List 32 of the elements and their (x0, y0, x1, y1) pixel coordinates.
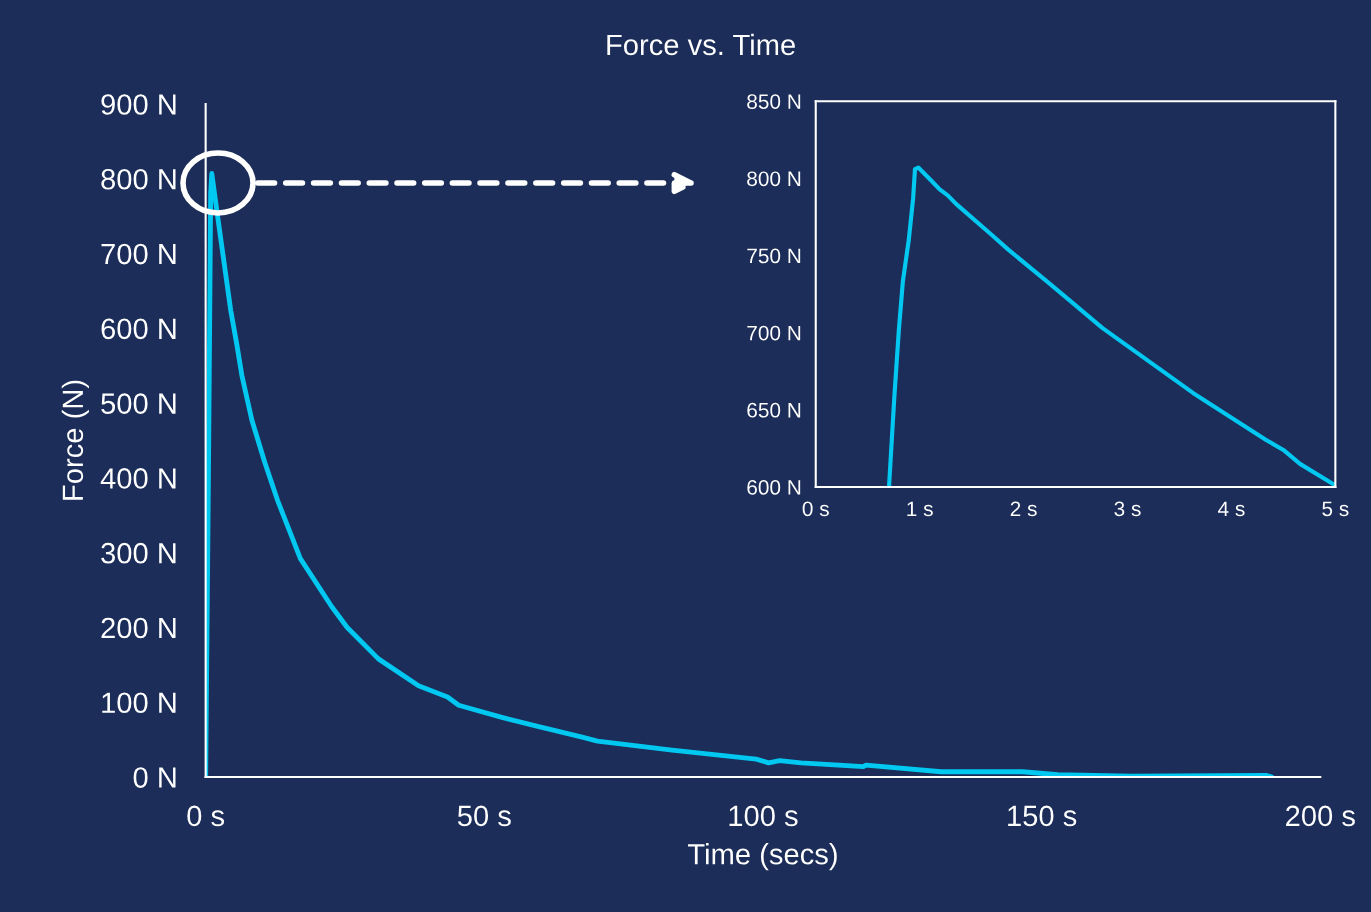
y-tick-label: 850 N (747, 94, 801, 109)
x-tick-label: 2 s (1010, 501, 1037, 517)
y-tick-label: 700 N (747, 325, 801, 341)
x-tick-label: 150 s (1008, 805, 1077, 827)
y-tick-label: 700 N (101, 243, 176, 265)
line-series (205, 171, 1275, 778)
y-tick-label: 300 N (101, 542, 176, 564)
y-tick-label: 400 N (100, 468, 176, 489)
y-tick-label: 800 N (101, 168, 176, 190)
y-tick-label: 650 N (747, 402, 801, 418)
chart-title: Force vs. Time (607, 33, 795, 56)
line-series (886, 165, 1336, 488)
x-tick-label: 0 s (187, 805, 225, 827)
x-tick-label: 3 s (1114, 501, 1141, 517)
x-tick-label: 1 s (907, 501, 933, 517)
x-tick-label: 50 s (457, 805, 511, 827)
x-tick-label: 4 s (1218, 501, 1245, 517)
y-tick-label: 600 N (101, 318, 176, 340)
x-tick-label: 100 s (729, 805, 798, 827)
y-axis-title: Force (N) (61, 380, 89, 500)
y-tick-label: 800 N (747, 171, 801, 187)
y-tick-label: 900 N (101, 94, 176, 115)
y-tick-label: 750 N (747, 248, 801, 264)
x-tick-label: 5 s (1322, 501, 1349, 517)
x-tick-label: 0 s (802, 501, 829, 517)
y-tick-label: 600 N (747, 480, 801, 495)
y-tick-label: 200 N (101, 617, 176, 639)
x-axis-title: Time (secs) (688, 843, 837, 871)
x-tick-label: 200 s (1286, 805, 1355, 827)
y-tick-label: 500 N (101, 393, 176, 414)
y-tick-label: 100 N (102, 692, 176, 714)
y-tick-label: 0 N (133, 767, 176, 788)
